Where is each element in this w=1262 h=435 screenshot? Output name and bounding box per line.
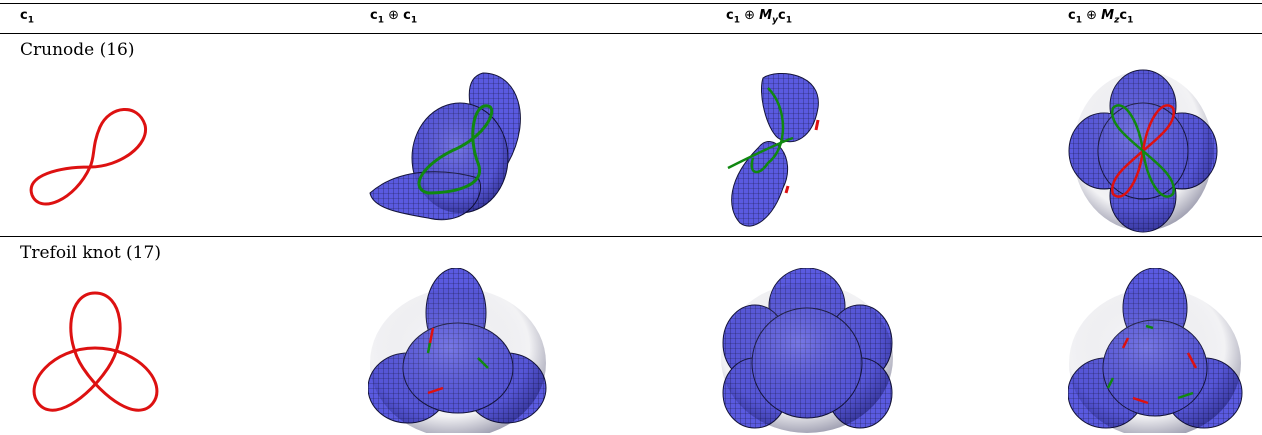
column-header-c1-plus-my-c1: c1 ⊕ Myc1	[726, 8, 792, 26]
trefoil-my-surface-image	[720, 268, 895, 433]
table-top-rule	[0, 3, 1262, 4]
trefoil-curve-image	[28, 288, 163, 430]
crunode-mz-surface	[1068, 69, 1218, 233]
trefoil-my-surface	[721, 268, 893, 433]
trefoil-curve	[32, 291, 159, 412]
trefoil-sum-surface-image	[368, 268, 548, 433]
crunode-my-surface-image	[718, 68, 828, 233]
trefoil-mz-surface-image	[1068, 268, 1243, 433]
crunode-my-surface	[727, 72, 820, 227]
crunode-sum-surface	[369, 72, 521, 221]
trefoil-sum-surface	[368, 268, 547, 433]
crunode-curve-image	[20, 95, 160, 225]
column-header-c1-plus-c1: c1 ⊕ c1	[370, 8, 418, 26]
crunode-sum-surface-image	[368, 68, 548, 233]
table-header-rule	[0, 33, 1262, 34]
table-row-divider	[0, 236, 1262, 237]
crunode-curve	[29, 108, 147, 206]
column-header-c1-plus-mz-c1: c1 ⊕ Mzc1	[1068, 8, 1134, 26]
trefoil-mz-surface	[1068, 268, 1243, 433]
row-label-trefoil: Trefoil knot (17)	[20, 243, 161, 263]
row-label-crunode: Crunode (16)	[20, 40, 135, 60]
column-header-c1: c1	[20, 8, 34, 26]
crunode-mz-surface-image	[1068, 68, 1218, 233]
